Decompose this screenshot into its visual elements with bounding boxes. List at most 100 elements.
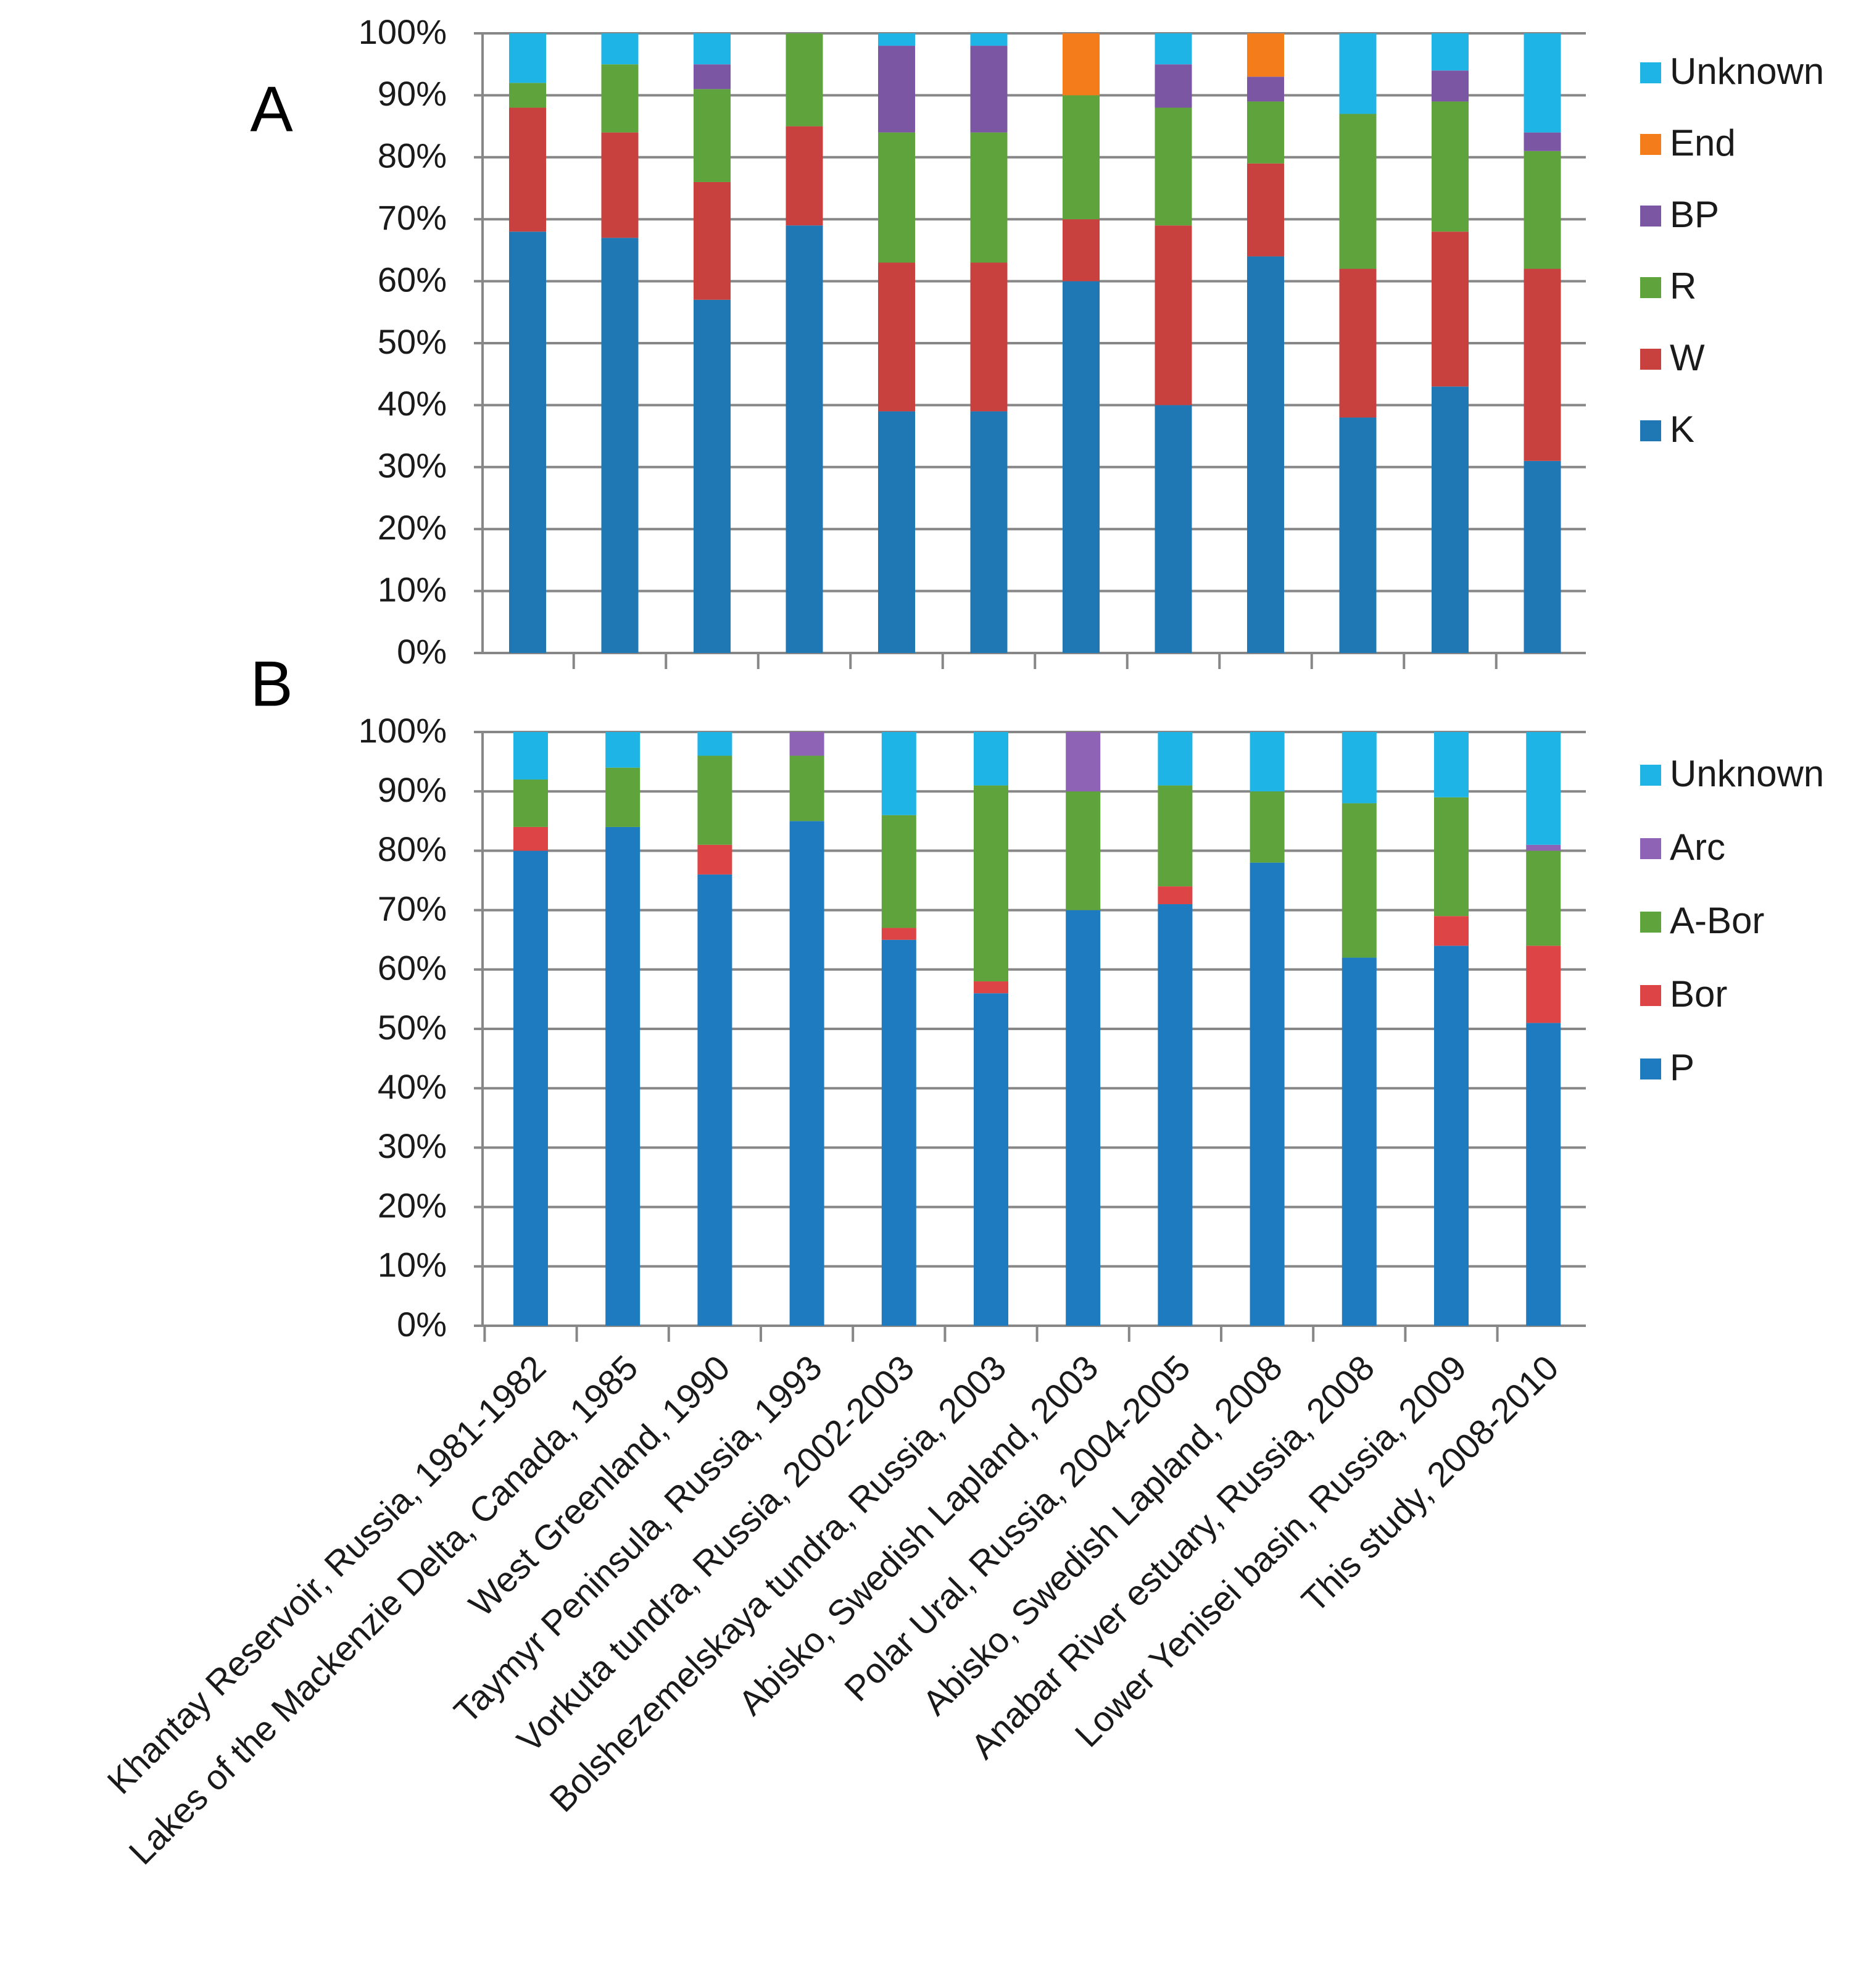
bar-segment-w [878, 262, 915, 412]
legend-label: Bor [1670, 973, 1727, 1015]
bar-segment-unknown [1524, 33, 1561, 133]
legend-item-arc: Arc [1640, 826, 1725, 868]
bar-segment-w [786, 126, 823, 226]
panel-a: A 0% 10% 20% 30% 40% 50% 60% 70% 80% 90% 100% Unknow… [250, 12, 1824, 671]
bar-segment-p [1250, 862, 1285, 1326]
bar-segment-r [509, 83, 546, 108]
y-tick-label: 50% [378, 322, 447, 361]
y-tick-label: 20% [378, 508, 447, 547]
legend-swatch [1640, 912, 1661, 933]
bar-segment-bp [1432, 70, 1469, 102]
legend-swatch [1640, 206, 1661, 227]
bar-segment-k [1155, 405, 1192, 653]
bar-segment-a-bor [1066, 791, 1101, 910]
bar-segment-r [878, 132, 915, 263]
legend-swatch [1640, 420, 1661, 441]
bar-segment-unknown [697, 732, 732, 756]
bar-segment-w [1339, 268, 1377, 418]
bar-segment-r [1432, 101, 1469, 232]
legend-swatch [1640, 985, 1661, 1006]
bar-segment-k [694, 299, 731, 654]
bar-segment-r [1524, 151, 1561, 269]
legend-label: Unknown [1670, 753, 1824, 794]
legend-swatch [1640, 1058, 1661, 1079]
bar-segment-r [1063, 95, 1100, 220]
legend-label: End [1670, 122, 1736, 164]
bar-segment-unknown [1158, 732, 1193, 786]
bar-segment-k [786, 225, 823, 653]
bar-segment-bor [697, 844, 732, 875]
bar-segment-a-bor [697, 755, 732, 845]
bar-segment-r [694, 89, 731, 182]
bar-segment-p [1066, 910, 1101, 1326]
bar-segment-unknown [1155, 33, 1192, 65]
y-tick-label: 80% [378, 830, 447, 868]
y-tick-label: 10% [378, 1246, 447, 1284]
bar-segment-p [513, 851, 548, 1326]
y-tick-label: 20% [378, 1186, 447, 1225]
legend-item-unknown: Unknown [1640, 51, 1824, 92]
legend-label: Unknown [1670, 51, 1824, 92]
bar-segment-bp [694, 64, 731, 89]
bar-segment-k [878, 411, 915, 653]
bar-segment-bor [1434, 916, 1469, 946]
y-tick-label: 10% [378, 570, 447, 609]
bar-segment-bp [1155, 64, 1192, 108]
bar-segment-bor [881, 928, 916, 940]
y-tick-label: 60% [378, 260, 447, 299]
legend-item-bor: Bor [1640, 973, 1727, 1015]
legend-swatch [1640, 349, 1661, 370]
bar-segment-w [1247, 163, 1284, 257]
bar-segment-a-bor [881, 815, 916, 928]
bar-segment-unknown [974, 732, 1008, 786]
panel-label: A [250, 73, 293, 145]
bar-segment-a-bor [1434, 797, 1469, 917]
bar-segment-unknown [509, 33, 546, 83]
bar-segment-arc [1066, 732, 1101, 792]
legend-label: W [1670, 337, 1705, 378]
bar-segment-k [601, 238, 639, 653]
y-tick-label: 0% [397, 632, 447, 671]
panel-label: B [250, 648, 292, 720]
y-tick-label: 50% [378, 1008, 447, 1047]
y-tick-label: 100% [359, 12, 447, 51]
bar-segment-a-bor [1250, 791, 1285, 863]
bar-segment-arc [1526, 844, 1561, 851]
bar-segment-w [694, 181, 731, 300]
bar-segment-unknown [878, 33, 915, 46]
legend-swatch [1640, 62, 1661, 83]
panel-b: B0%10%20%30%40%50%60%70%80%90%100%Khanta… [100, 648, 1824, 1872]
bar-segment-w [1432, 231, 1469, 387]
bar-segment-unknown [970, 33, 1008, 46]
bar-segment-r [601, 64, 639, 133]
bar-segment-k [1339, 417, 1377, 653]
bar-segment-p [1341, 957, 1377, 1326]
bar-segment-p [881, 939, 916, 1326]
y-tick-label: 70% [378, 198, 447, 237]
bar-segment-r [1247, 101, 1284, 164]
bar-segment-r [786, 33, 823, 127]
bar-segment-k [1432, 386, 1469, 653]
legend-swatch [1640, 134, 1661, 155]
y-tick-label: 100% [359, 711, 447, 750]
bar-segment-unknown [1434, 732, 1469, 797]
bar-segment-bor [974, 981, 1008, 994]
bar-segment-p [1526, 1023, 1561, 1326]
bar-segment-unknown [881, 732, 916, 815]
bar-segment-k [1524, 460, 1561, 653]
legend-label: P [1670, 1047, 1694, 1088]
bar-segment-unknown [1341, 732, 1377, 804]
y-tick-label: 60% [378, 949, 447, 988]
legend-swatch [1640, 838, 1661, 859]
bar-segment-a-bor [605, 767, 641, 827]
y-tick-label: 70% [378, 889, 447, 928]
y-tick-label: 40% [378, 1067, 447, 1106]
legend-label: K [1670, 409, 1694, 450]
bar-segment-k [509, 231, 546, 653]
bar-segment-w [1155, 225, 1192, 406]
legend-item-r: R [1640, 265, 1696, 307]
legend-label: Arc [1670, 826, 1725, 868]
bar-segment-a-bor [1526, 851, 1561, 946]
bar-segment-k [1063, 281, 1100, 654]
